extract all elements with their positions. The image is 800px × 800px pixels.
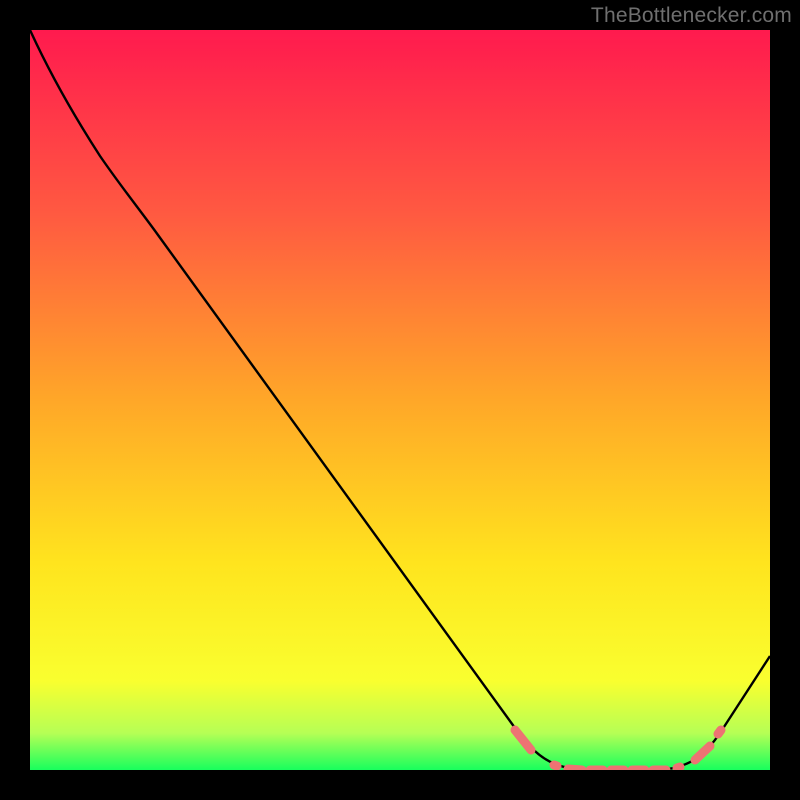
- main-curve: [30, 30, 770, 770]
- chart-svg: [30, 30, 770, 770]
- marker-dot: [718, 730, 721, 734]
- marker-dot: [568, 769, 582, 770]
- marker-dot: [554, 765, 557, 766]
- marker-dot: [515, 730, 531, 750]
- watermark: TheBottlenecker.com: [591, 4, 792, 28]
- marker-dot: [677, 767, 680, 768]
- marker-group: [515, 730, 721, 770]
- bottleneck-chart: [30, 30, 770, 770]
- marker-dot: [695, 746, 710, 760]
